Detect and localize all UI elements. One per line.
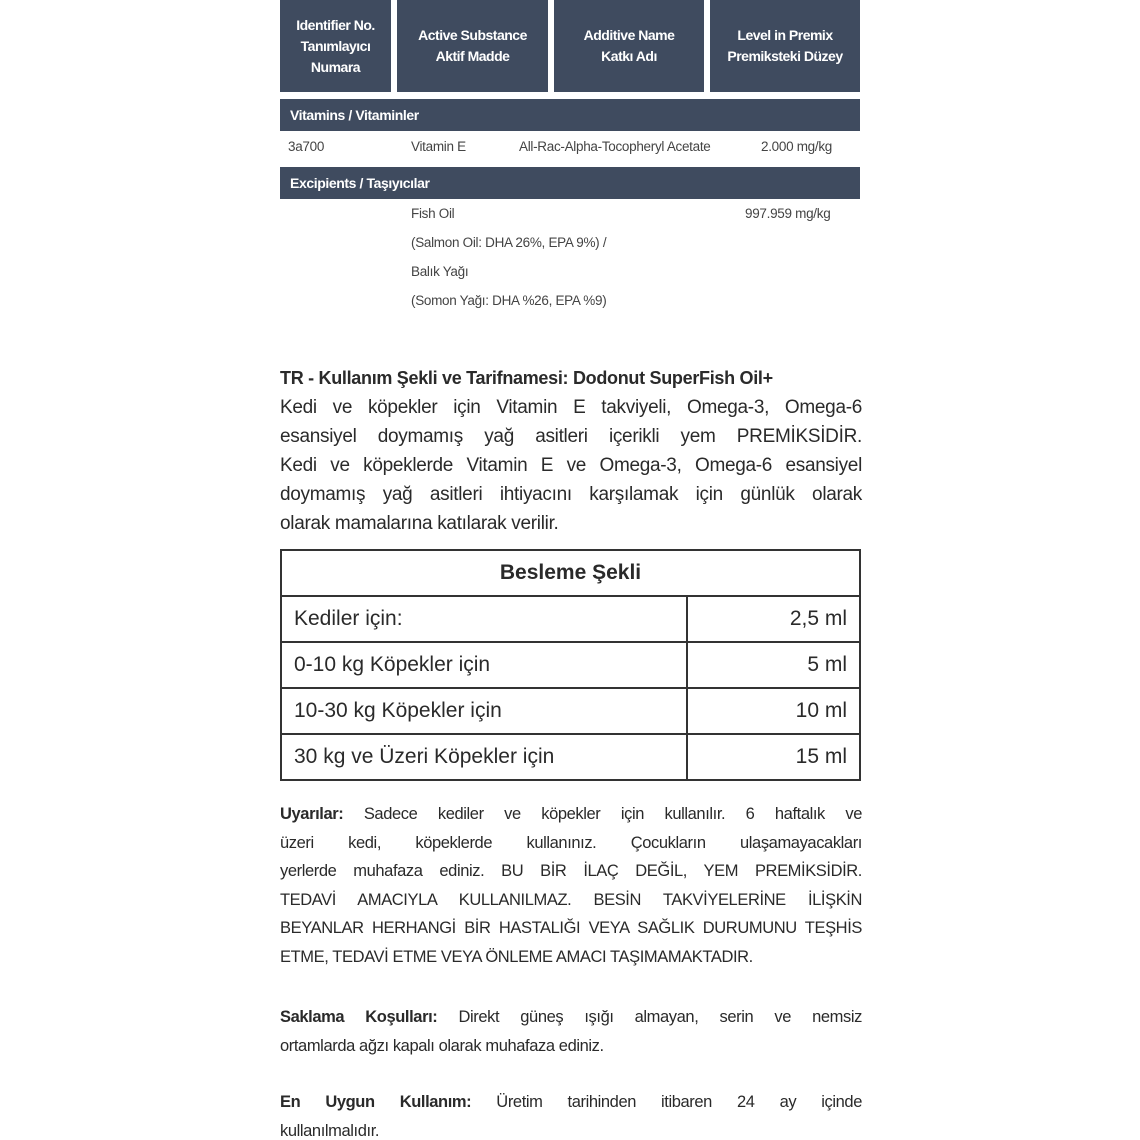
cell-substance: Fish Oil [411,206,455,221]
note-line: Uyarılar: Sadece kediler ve köpekler içi… [280,800,862,829]
header-text: Aktif Madde [435,48,510,64]
feeding-amount: 10 ml [686,687,861,735]
feeding-table: Besleme Şekli Kediler için: 2,5 ml 0-10 kg … [280,549,861,781]
feeding-label: 10-30 kg Köpekler için [280,687,688,735]
header-text: Active Substance [418,27,527,43]
feeding-label: 30 kg ve Üzeri Köpekler için [280,733,688,781]
section-bar: Excipients / Taşıyıcılar [280,167,860,199]
cell-substance: (Salmon Oil: DHA 26%, EPA 9%) / [411,235,607,250]
note-label: En Uygun Kullanım: [280,1093,472,1111]
feeding-label: 0-10 kg Köpekler için [280,641,688,689]
usage-line: olarak mamalarına katılarak verilir. [280,513,559,534]
feeding-label: Kediler için: [280,595,688,643]
header-cell: Active Substance Aktif Madde [397,0,548,92]
header-text: Additive Name [583,27,675,43]
note-paragraph: Uyarılar: Sadece kediler ve köpekler içi… [280,800,862,971]
section-bar: Vitamins / Vitaminler [280,99,860,131]
note-line: kullanılmalıdır. [280,1121,380,1140]
note-line: ortamlarda ağzı kapalı olarak muhafaza e… [280,1036,604,1055]
feeding-amount: 15 ml [686,733,861,781]
header-text: Level in Premix [737,27,833,43]
cell-substance: (Somon Yağı: DHA %26, EPA %9) [411,293,607,308]
feeding-amount: 5 ml [686,641,861,689]
usage-paragraph: TR - Kullanım Şekli ve Tarifnamesi: Dodo… [280,364,862,538]
header-cell: Additive Name Katkı Adı [554,0,704,92]
row: Kediler için: 2,5 ml [280,595,861,643]
row: Besleme Şekli [280,549,861,597]
cell-level: 997.959 mg/kg [745,206,831,221]
cell-level: 2.000 mg/kg [761,139,832,154]
usage-line: Kedi ve köpeklerde Vitamin E ve Omega-3,… [280,455,862,476]
note-label: Saklama Koşulları: [280,1008,438,1026]
note-text: Sadece kediler ve köpekler için kullanıl… [343,805,863,823]
note-line: BEYANLAR HERHANGİ BİR HASTALIĞI VEYA SAĞ… [280,919,862,937]
feeding-title: Besleme Şekli [280,549,861,597]
header-text: Katkı Adı [601,48,657,64]
header-text: Premiksteki Düzey [727,48,843,64]
note-label: Uyarılar: [280,805,344,823]
header-cell: Identifier No. Tanımlayıcı Numara [280,0,391,92]
usage-line: Kedi ve köpekler için Vitamin E takviyel… [280,397,862,418]
note-paragraph: Saklama Koşulları: Direkt güneş ışığı al… [280,1003,862,1060]
header-text: Identifier No. [296,16,375,33]
note-line: ETME, TEDAVİ ETME VEYA ÖNLEME AMACI TAŞI… [280,947,753,966]
note-line: Saklama Koşulları: Direkt güneş ışığı al… [280,1003,862,1032]
note-line: En Uygun Kullanım: Üretim tarihinden iti… [280,1088,862,1117]
note-text: Direkt güneş ışığı almayan, serin ve nem… [437,1008,862,1026]
usage-line: doymamış yağ asitleri ihtiyacını karşıla… [280,484,862,505]
cell-substance: Balık Yağı [411,264,469,279]
cell-additive: All-Rac-Alpha-Tocopheryl Acetate [519,139,711,154]
usage-line: esansiyel doymamış yağ asitleri içerikli… [280,426,862,447]
note-line: TEDAVİ AMACIYLA KULLANILMAZ. BESİN TAKVİ… [280,890,862,909]
row: 30 kg ve Üzeri Köpekler için 15 ml [280,733,861,781]
cell-id: 3a700 [288,139,325,154]
note-text: Üretim tarihinden itibaren 24 ay içinde [471,1093,862,1111]
header-cell: Level in Premix Premiksteki Düzey [710,0,860,92]
header-text: Tanımlayıcı [300,37,371,54]
cell-substance: Vitamin E [411,139,466,154]
row: 0-10 kg Köpekler için 5 ml [280,641,861,689]
note-line: yerlerde muhafaza ediniz. BU BİR İLAÇ DE… [280,862,862,880]
row: 10-30 kg Köpekler için 10 ml [280,687,861,735]
usage-title: TR - Kullanım Şekli ve Tarifnamesi: Dodo… [280,368,773,388]
feeding-amount: 2,5 ml [686,595,861,643]
note-paragraph: En Uygun Kullanım: Üretim tarihinden iti… [280,1088,862,1140]
header-text: Numara [310,58,361,75]
note-line: üzeri kedi, köpeklerde kullanınız. Çocuk… [280,833,862,852]
